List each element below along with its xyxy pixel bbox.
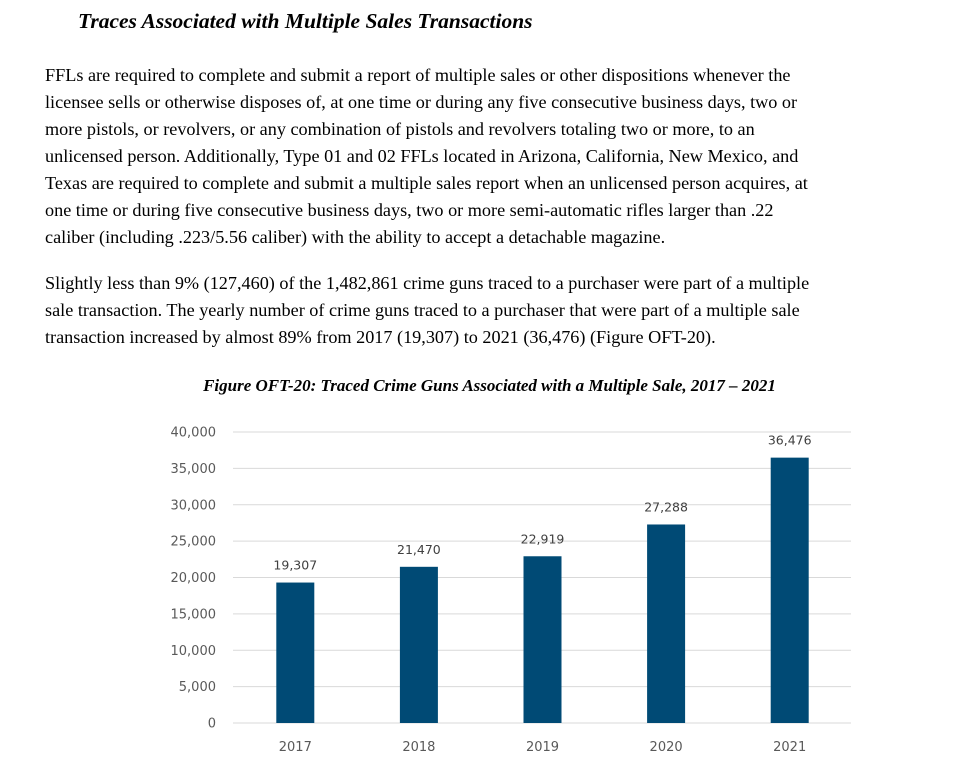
bar-value-labels: 19,307 21,470 22,919 27,288 36,476 (273, 433, 811, 573)
y-tick-label: 40,000 (171, 426, 217, 441)
paragraph-line: licensee sells or otherwise disposes of,… (45, 92, 798, 112)
y-tick-label: 5,000 (179, 680, 216, 695)
x-tick-label: 2019 (526, 740, 559, 755)
x-tick-label: 2018 (402, 740, 435, 755)
section-heading: Traces Associated with Multiple Sales Tr… (78, 9, 533, 33)
y-axis-tick-labels: 0 5,000 10,000 15,000 20,000 25,000 30,000 35,0… (171, 426, 217, 732)
paragraph-line: Texas are required to complete and submi… (45, 173, 808, 193)
paragraph-line: transaction increased by almost 89% from… (45, 327, 716, 347)
x-axis-tick-labels: 2017 2018 2019 2020 2021 (279, 740, 806, 755)
bar-2017 (276, 582, 315, 723)
y-tick-label: 10,000 (171, 644, 217, 659)
bar-2019 (523, 556, 562, 723)
y-tick-label: 0 (208, 717, 216, 732)
x-tick-label: 2020 (650, 740, 683, 755)
bar-value-label: 22,919 (521, 531, 565, 546)
x-tick-label: 2021 (773, 740, 806, 755)
paragraph-multiple-sales-statistics: Slightly less than 9% (127,460) of the 1… (45, 270, 975, 351)
y-tick-label: 25,000 (171, 535, 217, 550)
bar-value-label: 27,288 (644, 499, 688, 514)
bar-2018 (399, 566, 438, 723)
y-tick-label: 15,000 (171, 607, 217, 622)
paragraph-line: sale transaction. The yearly number of c… (45, 300, 800, 320)
bar-2021 (770, 457, 809, 723)
chart-bars (276, 457, 809, 723)
paragraph-multiple-sales-requirements: FFLs are required to complete and submit… (45, 62, 975, 251)
paragraph-line: unlicensed person. Additionally, Type 01… (45, 146, 799, 166)
paragraph-line: one time or during five consecutive busi… (45, 200, 774, 220)
bar-2020 (647, 524, 686, 723)
figure-title: Figure OFT-20: Traced Crime Guns Associa… (203, 376, 776, 395)
paragraph-line: FFLs are required to complete and submit… (45, 65, 791, 85)
y-tick-label: 20,000 (171, 571, 217, 586)
bar-value-label: 21,470 (397, 542, 441, 557)
paragraph-line: more pistols, or revolvers, or any combi… (45, 119, 755, 139)
x-tick-label: 2017 (279, 740, 312, 755)
bar-value-label: 36,476 (768, 433, 812, 448)
bar-value-label: 19,307 (273, 558, 317, 573)
paragraph-line: Slightly less than 9% (127,460) of the 1… (45, 273, 810, 293)
paragraph-line: caliber (including .223/5.56 caliber) wi… (45, 227, 666, 247)
y-tick-label: 35,000 (171, 462, 217, 477)
y-tick-label: 30,000 (171, 498, 217, 513)
